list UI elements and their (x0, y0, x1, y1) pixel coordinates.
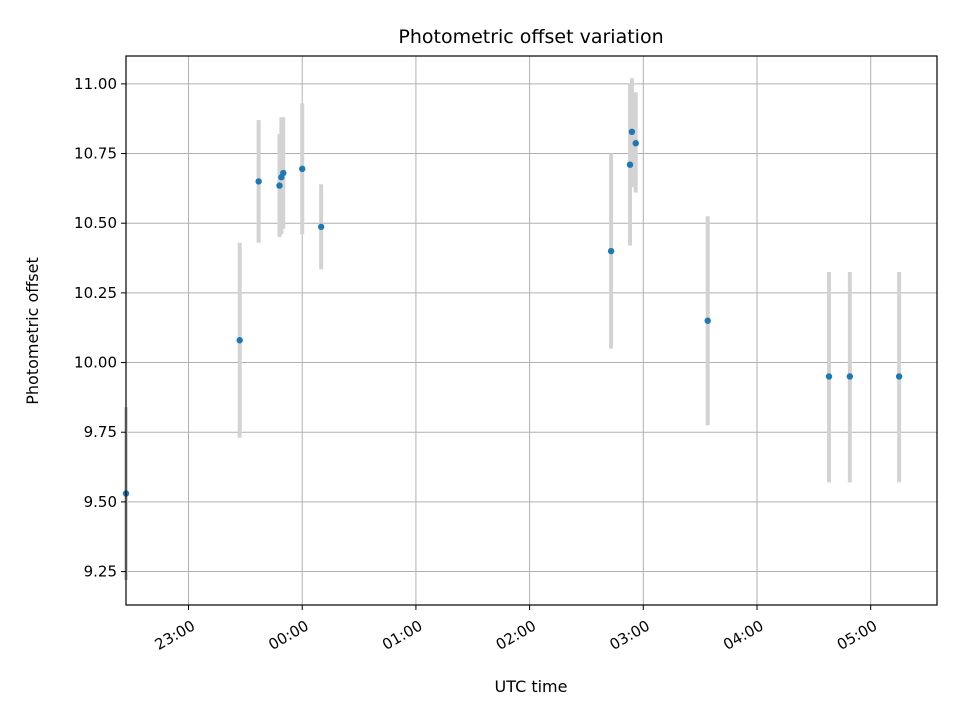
data-point (299, 165, 306, 173)
y-tick-label: 10.75 (74, 145, 117, 163)
plot-frame (125, 55, 938, 606)
data-point (626, 161, 634, 168)
data-point (276, 182, 283, 189)
y-axis-label: Photometric offset (23, 257, 42, 405)
data-point (255, 178, 262, 185)
data-point (317, 223, 325, 231)
data-point (704, 317, 711, 324)
grid-lines (126, 56, 937, 605)
data-point (280, 169, 287, 177)
chart-title: Photometric offset variation (398, 26, 663, 48)
data-point (825, 373, 833, 380)
data-point (236, 337, 243, 344)
data-points (122, 128, 903, 497)
data-point (632, 140, 639, 147)
data-point (895, 373, 903, 380)
y-tick-label: 9.75 (84, 423, 117, 441)
data-point (628, 128, 636, 136)
y-tick-label: 9.25 (84, 563, 117, 581)
y-tick-label: 9.50 (84, 493, 117, 511)
y-tick-label: 10.25 (74, 284, 117, 302)
x-axis-label: UTC time (495, 677, 568, 696)
data-point (846, 373, 854, 380)
y-axis-ticks: 9.25 9.50 9.75 10.00 10.25 10.50 10.75 11.00 (74, 75, 126, 581)
data-point (607, 247, 615, 255)
y-tick-label: 10.00 (74, 354, 117, 372)
y-tick-label: 11.00 (74, 75, 117, 93)
y-tick-label: 10.50 (74, 214, 117, 232)
